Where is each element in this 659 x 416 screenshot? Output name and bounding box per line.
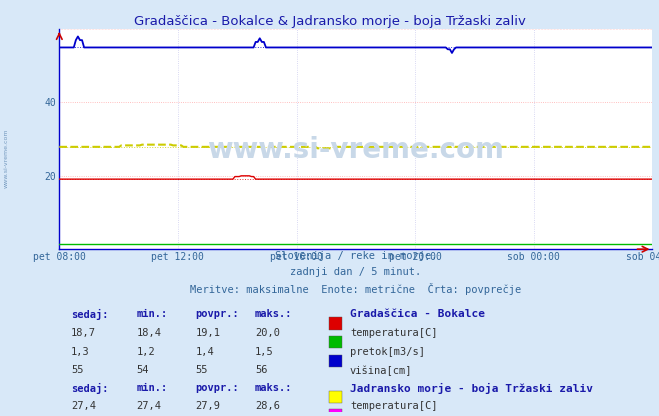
Text: 28,6: 28,6: [255, 401, 280, 411]
FancyBboxPatch shape: [330, 336, 342, 349]
Text: sedaj:: sedaj:: [71, 383, 109, 394]
Text: višina[cm]: višina[cm]: [350, 366, 413, 376]
Text: povpr.:: povpr.:: [196, 383, 239, 393]
Text: 1,2: 1,2: [136, 347, 155, 357]
Text: maks.:: maks.:: [255, 310, 293, 319]
Text: sedaj:: sedaj:: [71, 310, 109, 320]
Text: maks.:: maks.:: [255, 383, 293, 393]
Text: zadnji dan / 5 minut.: zadnji dan / 5 minut.: [290, 267, 422, 277]
Text: www.si-vreme.com: www.si-vreme.com: [3, 128, 9, 188]
FancyBboxPatch shape: [330, 355, 342, 367]
Text: temperatura[C]: temperatura[C]: [350, 328, 438, 338]
Text: min.:: min.:: [136, 310, 167, 319]
Text: 27,9: 27,9: [196, 401, 221, 411]
Text: 1,3: 1,3: [71, 347, 90, 357]
FancyBboxPatch shape: [330, 409, 342, 416]
Text: temperatura[C]: temperatura[C]: [350, 401, 438, 411]
Text: 19,1: 19,1: [196, 328, 221, 338]
Text: Meritve: maksimalne  Enote: metrične  Črta: povprečje: Meritve: maksimalne Enote: metrične Črta…: [190, 283, 521, 295]
Text: 27,4: 27,4: [136, 401, 161, 411]
Text: povpr.:: povpr.:: [196, 310, 239, 319]
Text: Gradaščica - Bokalce & Jadransko morje - boja Tržaski zaliv: Gradaščica - Bokalce & Jadransko morje -…: [134, 15, 525, 27]
FancyBboxPatch shape: [330, 317, 342, 330]
Text: 55: 55: [71, 366, 84, 376]
Text: Gradaščica - Bokalce: Gradaščica - Bokalce: [350, 310, 485, 319]
Text: 1,4: 1,4: [196, 347, 214, 357]
Text: 20,0: 20,0: [255, 328, 280, 338]
Text: 54: 54: [136, 366, 149, 376]
Text: 27,4: 27,4: [71, 401, 96, 411]
Text: min.:: min.:: [136, 383, 167, 393]
Text: Slovenija / reke in morje.: Slovenija / reke in morje.: [275, 251, 437, 261]
FancyBboxPatch shape: [330, 391, 342, 403]
Text: 56: 56: [255, 366, 268, 376]
Text: pretok[m3/s]: pretok[m3/s]: [350, 347, 425, 357]
Text: 1,5: 1,5: [255, 347, 273, 357]
Text: 18,7: 18,7: [71, 328, 96, 338]
Text: Jadransko morje - boja Tržaski zaliv: Jadransko morje - boja Tržaski zaliv: [350, 383, 593, 394]
Text: 55: 55: [196, 366, 208, 376]
Text: 18,4: 18,4: [136, 328, 161, 338]
Text: www.si-vreme.com: www.si-vreme.com: [208, 136, 504, 164]
